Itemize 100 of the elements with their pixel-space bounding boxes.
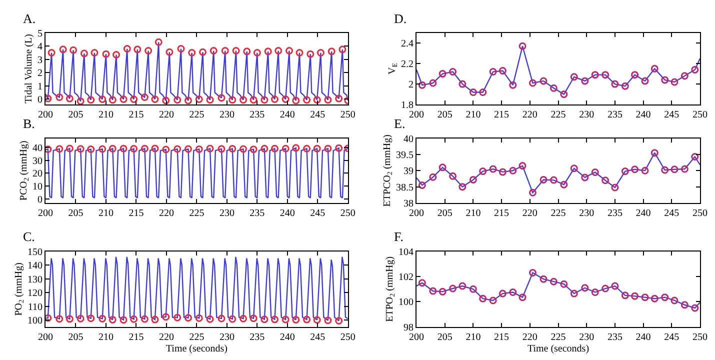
x-tick-label: 240 bbox=[280, 110, 295, 121]
x-tick-label: 200 bbox=[38, 110, 53, 121]
x-tick-label: 245 bbox=[664, 110, 680, 121]
point bbox=[560, 180, 568, 188]
point bbox=[680, 165, 688, 173]
point bbox=[108, 96, 116, 104]
point bbox=[489, 296, 497, 304]
y-tick-label: 130 bbox=[28, 274, 42, 286]
point bbox=[602, 71, 610, 79]
point bbox=[98, 95, 106, 103]
x-tick-label: 240 bbox=[280, 332, 295, 343]
point bbox=[458, 183, 466, 191]
y-tick-label: 1.8 bbox=[401, 100, 414, 112]
x-tick-label: 245 bbox=[310, 110, 326, 121]
point bbox=[591, 168, 599, 176]
point bbox=[316, 49, 324, 56]
y-tick-label: 102 bbox=[398, 272, 414, 284]
point bbox=[670, 78, 678, 86]
x-tick-label: 230 bbox=[579, 208, 594, 220]
point bbox=[296, 49, 304, 56]
point bbox=[469, 176, 477, 184]
point bbox=[661, 166, 669, 174]
x-tick-label: 210 bbox=[466, 332, 481, 343]
point bbox=[232, 47, 240, 55]
y-tick-label: 39 bbox=[404, 166, 414, 178]
point bbox=[123, 45, 131, 53]
x-tick-label: 210 bbox=[98, 208, 114, 220]
point bbox=[306, 50, 314, 58]
point bbox=[218, 94, 226, 102]
point bbox=[680, 72, 688, 80]
x-axis-title: Time (seconds) bbox=[527, 343, 590, 354]
point bbox=[489, 165, 497, 173]
y-tick-label: 3 bbox=[38, 54, 42, 66]
point bbox=[429, 79, 437, 87]
point bbox=[285, 47, 293, 55]
y-axis-title: Tidal Volume (L) bbox=[24, 34, 34, 104]
x-tick-label: 240 bbox=[636, 332, 651, 343]
point bbox=[188, 49, 196, 56]
y-tick-label: 1 bbox=[38, 81, 42, 92]
x-tick-label: 225 bbox=[550, 332, 566, 343]
point bbox=[154, 38, 162, 46]
point bbox=[661, 294, 669, 302]
point bbox=[602, 176, 610, 184]
point bbox=[59, 46, 67, 54]
point bbox=[199, 48, 206, 56]
point bbox=[429, 287, 437, 295]
chart-title: F. bbox=[394, 229, 404, 244]
point bbox=[418, 81, 426, 89]
x-tick-label: 220 bbox=[158, 208, 174, 220]
x-tick-label: 235 bbox=[607, 208, 622, 220]
y-tick-label: 2.4 bbox=[401, 38, 414, 50]
x-tick-label: 205 bbox=[437, 208, 452, 220]
x-tick-label: 235 bbox=[607, 110, 622, 121]
point bbox=[282, 95, 290, 103]
x-tick-label: 200 bbox=[38, 208, 53, 220]
x-tick-label: 250 bbox=[692, 208, 708, 220]
point bbox=[458, 282, 466, 290]
point bbox=[90, 49, 98, 56]
x-tick-label: 245 bbox=[664, 208, 680, 220]
point bbox=[80, 50, 88, 58]
point bbox=[621, 292, 629, 300]
point bbox=[102, 50, 110, 58]
point bbox=[641, 294, 649, 302]
y-tick-label: 100 bbox=[28, 316, 42, 327]
y-tick-label: 120 bbox=[28, 288, 42, 300]
point bbox=[328, 48, 336, 56]
point bbox=[274, 47, 282, 55]
point bbox=[591, 71, 599, 79]
point bbox=[438, 70, 446, 78]
x-tick-label: 220 bbox=[522, 110, 538, 121]
point bbox=[570, 73, 578, 81]
point bbox=[210, 47, 218, 55]
point bbox=[581, 77, 589, 85]
point bbox=[528, 79, 536, 87]
point bbox=[270, 95, 278, 103]
point bbox=[140, 93, 148, 101]
point bbox=[429, 173, 437, 181]
x-tick-label: 215 bbox=[128, 332, 144, 343]
point bbox=[449, 68, 457, 76]
y-tick-label: 104 bbox=[398, 246, 414, 258]
point bbox=[691, 304, 699, 312]
y-tick-label: 30 bbox=[32, 156, 42, 167]
point bbox=[581, 174, 589, 182]
point bbox=[518, 42, 526, 50]
x-tick-label: 240 bbox=[280, 208, 295, 220]
x-tick-label: 235 bbox=[250, 332, 265, 343]
chart-title: C. bbox=[23, 229, 35, 244]
point bbox=[418, 181, 426, 189]
point bbox=[70, 46, 78, 54]
x-tick-label: 210 bbox=[466, 208, 481, 220]
x-tick-label: 220 bbox=[522, 332, 538, 343]
point bbox=[479, 168, 487, 176]
x-tick-label: 245 bbox=[310, 208, 326, 220]
point bbox=[621, 168, 629, 176]
point bbox=[540, 77, 548, 85]
point bbox=[418, 279, 426, 287]
x-tick-label: 235 bbox=[250, 208, 265, 220]
x-tick-label: 250 bbox=[340, 332, 356, 343]
point bbox=[518, 294, 526, 302]
point bbox=[112, 50, 120, 58]
